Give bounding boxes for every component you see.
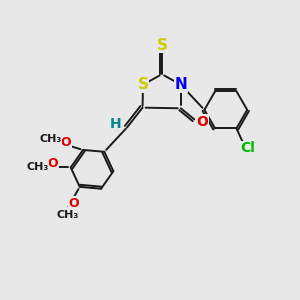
Text: CH₃: CH₃ — [26, 163, 48, 172]
Text: O: O — [196, 115, 208, 129]
Text: CH₃: CH₃ — [39, 134, 62, 144]
Text: Cl: Cl — [240, 141, 255, 155]
Text: O: O — [68, 197, 79, 210]
Text: S: S — [156, 38, 167, 52]
Text: H: H — [110, 117, 122, 131]
Text: N: N — [174, 77, 187, 92]
Text: O: O — [60, 136, 71, 149]
Text: S: S — [137, 77, 148, 92]
Text: O: O — [48, 158, 58, 170]
Text: CH₃: CH₃ — [56, 210, 78, 220]
